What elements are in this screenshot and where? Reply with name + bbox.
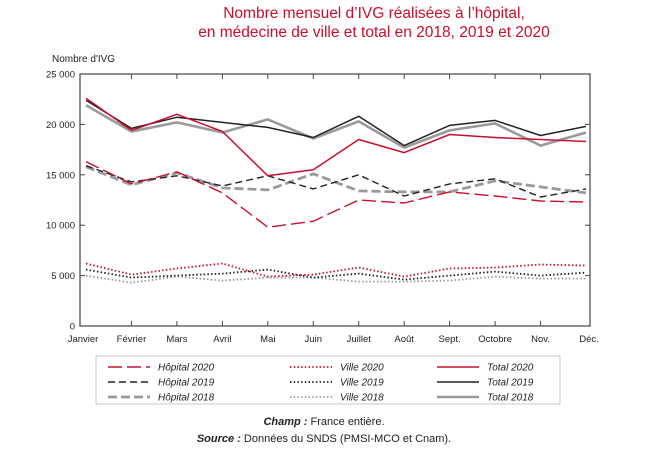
y-tick-label: 25 000 <box>46 70 75 81</box>
series-line-h-pital-2018 <box>85 165 587 195</box>
chart-title: Nombre mensuel d’IVG réalisées à l’hôpit… <box>0 4 648 42</box>
x-tick-label: Déc. <box>579 334 599 345</box>
series-line-ville-2018 <box>85 274 586 284</box>
x-tick-label: Sept. <box>439 334 461 345</box>
series-line-h-pital-2020 <box>85 161 587 228</box>
series-line-total-2018 <box>85 104 587 149</box>
x-tick-label: Mars <box>166 334 187 345</box>
x-tick-label: Nov. <box>531 334 550 345</box>
legend-label: Hôpital 2019 <box>158 378 215 389</box>
source-label: Source : <box>196 433 241 445</box>
champ-text: France entière. <box>307 416 385 428</box>
footer-source: Source : Données du SNDS (PMSI-MCO et Cn… <box>0 433 648 445</box>
legend-label: Hôpital 2020 <box>158 363 215 374</box>
title-line-1: Nombre mensuel d’IVG réalisées à l’hôpit… <box>223 5 525 22</box>
x-tick-label: Avril <box>213 334 231 345</box>
champ-label: Champ : <box>263 416 308 428</box>
y-tick-label: 5 000 <box>51 271 75 282</box>
legend-label: Hôpital 2018 <box>158 393 215 404</box>
y-axis-label: Nombre d'IVG <box>52 54 115 65</box>
series-line-ville-2019 <box>85 268 587 281</box>
x-tick-label: Janvier <box>68 334 99 345</box>
x-tick-label: Février <box>117 334 147 345</box>
y-tick-label: 10 000 <box>46 221 75 232</box>
source-text: Données du SNDS (PMSI-MCO et Cnam). <box>240 433 452 445</box>
plot-frame <box>79 73 591 327</box>
title-line-2: en médecine de ville et total en 2018, 2… <box>198 24 550 41</box>
x-tick-label: Juin <box>305 334 322 345</box>
legend-label: Total 2020 <box>487 363 534 374</box>
series-line-total-2019 <box>85 99 587 147</box>
x-tick-label: Août <box>394 334 414 345</box>
legend-label: Ville 2019 <box>340 378 384 389</box>
x-tick-label: Juillet <box>347 334 372 345</box>
footer-champ: Champ : France entière. <box>0 416 648 428</box>
y-tick-label: 0 <box>70 322 75 333</box>
series-line-total-2020 <box>85 97 587 177</box>
legend-label: Total 2019 <box>487 378 534 389</box>
legend-label: Total 2018 <box>487 393 534 404</box>
x-tick-label: Octobre <box>478 334 512 345</box>
legend-label: Ville 2020 <box>340 363 384 374</box>
series-line-h-pital-2019 <box>85 165 587 198</box>
legend-box <box>95 355 561 405</box>
y-tick-label: 20 000 <box>46 120 75 131</box>
legend-label: Ville 2018 <box>340 393 384 404</box>
series-line-ville-2020 <box>85 262 587 278</box>
y-tick-label: 15 000 <box>46 170 75 181</box>
x-tick-label: Mai <box>260 334 275 345</box>
